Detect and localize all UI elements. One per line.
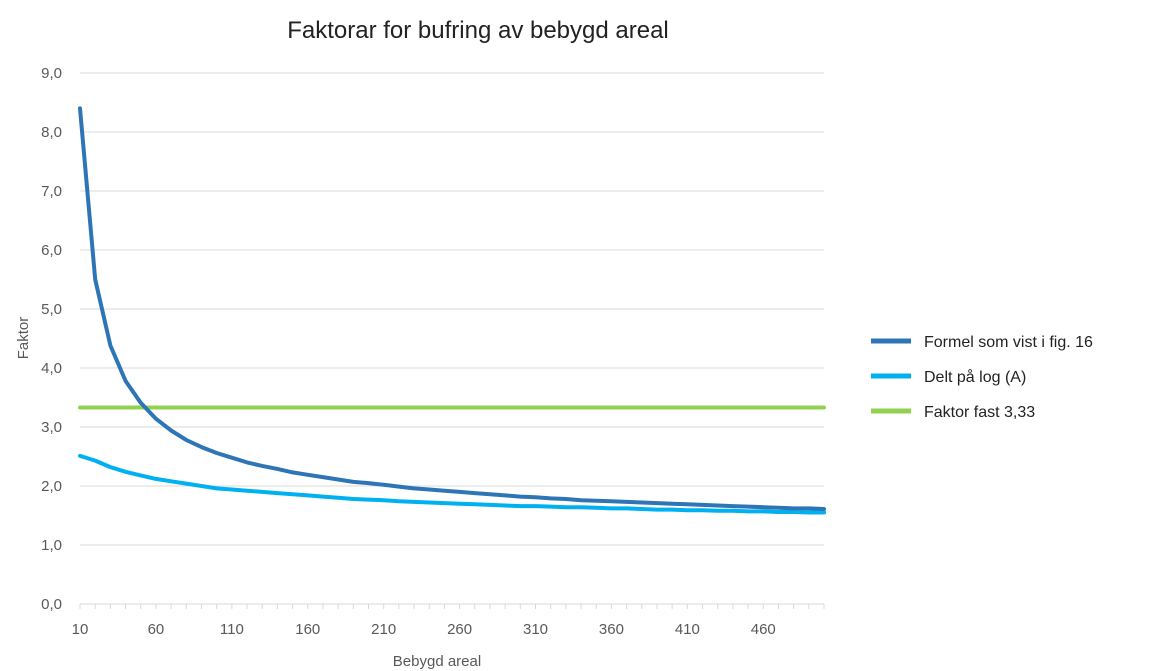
x-axis-title: Bebygd areal [393,653,481,670]
series-line-0 [78,106,826,511]
x-tick-label: 260 [447,621,472,638]
y-tick-label: 3,0 [41,419,62,436]
legend-label-0: Formel som vist i fig. 16 [924,334,1093,351]
y-tick-label: 6,0 [41,242,62,259]
y-tick-label: 2,0 [41,478,62,495]
x-tick-label: 210 [371,621,396,638]
x-tick-label: 410 [675,621,700,638]
chart-title: Faktorar for bufring av bebygd areal [287,17,669,44]
legend-label-1: Delt på log (A) [924,368,1026,386]
y-axis-ticks: 0,0 1,0 2,0 3,0 4,0 5,0 6,0 7,0 8,0 9,0 [41,65,62,613]
y-tick-label: 0,0 [41,596,62,613]
legend-label-2: Faktor fast 3,33 [924,404,1035,421]
x-tick-label: 160 [295,621,320,638]
x-tick-label: 60 [148,621,165,638]
series-lines [78,106,826,515]
y-tick-label: 9,0 [41,65,62,82]
y-axis-title: Faktor [15,317,32,360]
y-tick-label: 1,0 [41,537,62,554]
x-tick-label: 460 [751,621,776,638]
x-tick-label: 110 [220,621,244,638]
x-tick-label: 310 [523,621,548,638]
y-tick-label: 4,0 [41,360,62,377]
legend: Formel som vist i fig. 16 Delt på log (A)… [871,334,1093,421]
y-tick-label: 5,0 [41,301,62,318]
y-tick-label: 7,0 [41,183,62,200]
gridlines [80,72,824,605]
x-axis-ticks: 10 60 110 160 210 260 310 360 410 460 [72,604,825,638]
series-line-1 [78,453,826,515]
y-tick-label: 8,0 [41,124,62,141]
x-tick-label: 10 [72,621,89,638]
x-tick-label: 360 [599,621,624,638]
